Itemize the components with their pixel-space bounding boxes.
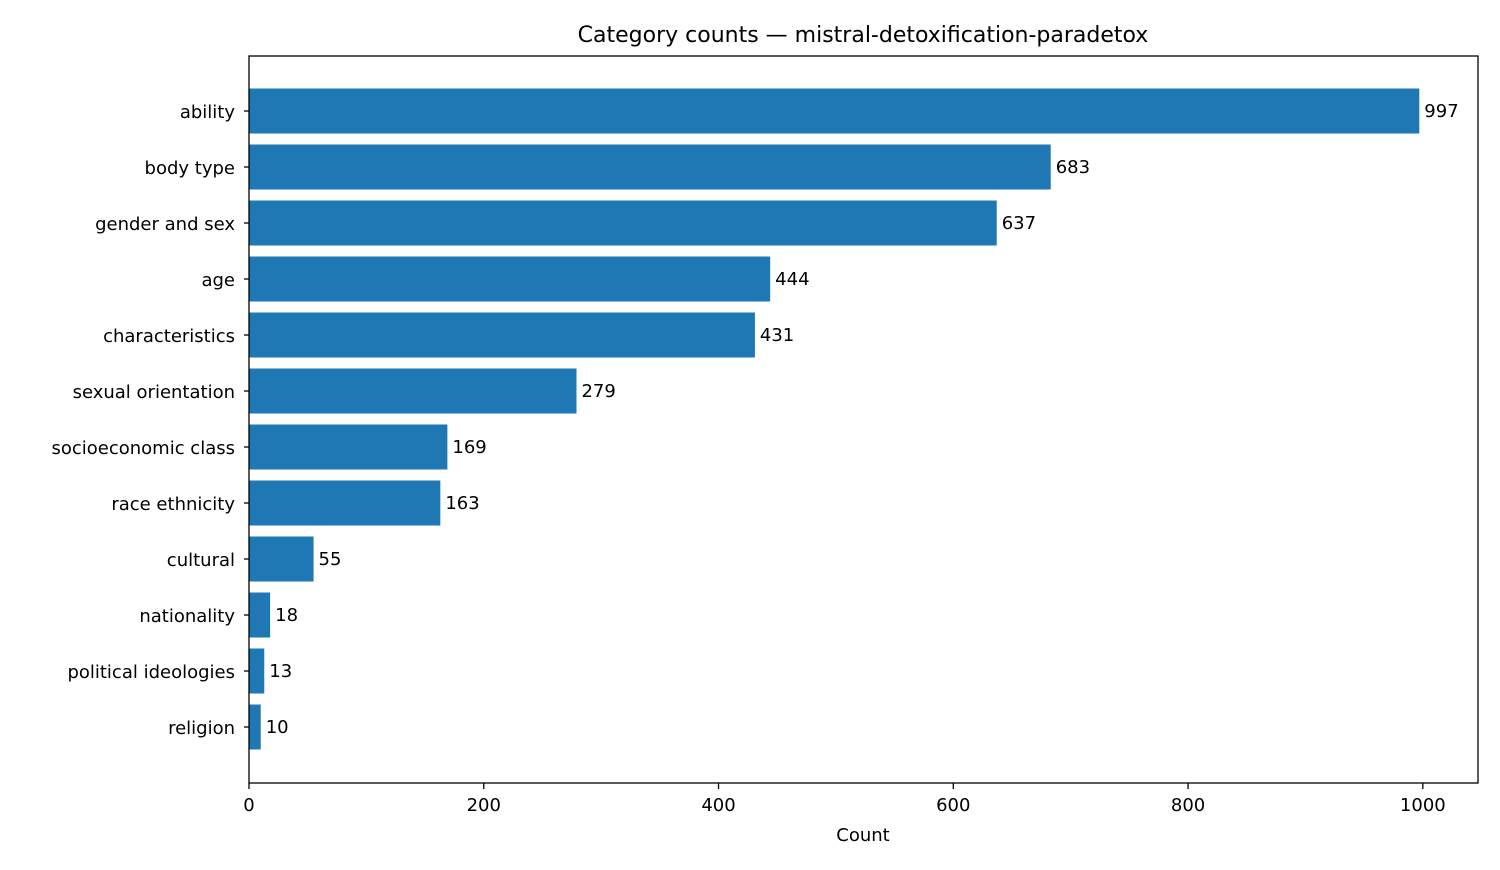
data-label: 683 xyxy=(1056,157,1090,178)
chart-title: Category counts — mistral-detoxification… xyxy=(578,23,1149,48)
bar xyxy=(249,312,755,358)
y-tick-label: characteristics xyxy=(103,326,235,347)
x-tick-label: 200 xyxy=(467,795,501,816)
data-label: 637 xyxy=(1002,213,1036,234)
y-tick-labels: ability body type gender and sex age charact… xyxy=(51,102,249,739)
x-tick-label: 800 xyxy=(1171,795,1205,816)
bars-layer xyxy=(249,88,1420,750)
data-label: 431 xyxy=(760,325,794,346)
bar xyxy=(249,144,1051,190)
data-label: 444 xyxy=(775,269,809,290)
bar xyxy=(249,200,997,246)
y-tick-label: race ethnicity xyxy=(111,494,235,515)
bar xyxy=(249,536,314,582)
y-tick-label: nationality xyxy=(139,606,235,627)
x-tick-label: 400 xyxy=(701,795,735,816)
bar xyxy=(249,368,577,414)
data-label: 18 xyxy=(275,605,298,626)
y-tick-label: body type xyxy=(145,158,235,179)
data-label: 169 xyxy=(452,437,486,458)
data-label: 13 xyxy=(269,661,292,682)
y-tick-label: gender and sex xyxy=(95,214,235,235)
bar xyxy=(249,480,441,526)
data-label: 997 xyxy=(1424,101,1458,122)
data-label: 10 xyxy=(266,717,289,738)
y-tick-label: sexual orientation xyxy=(73,382,235,403)
data-label: 163 xyxy=(445,493,479,514)
y-tick-label: political ideologies xyxy=(67,662,235,683)
x-ticks: 0 200 400 600 800 1000 xyxy=(243,783,1446,816)
data-label: 55 xyxy=(319,549,342,570)
y-tick-label: socioeconomic class xyxy=(51,438,235,459)
x-tick-label: 600 xyxy=(936,795,970,816)
data-label: 279 xyxy=(581,381,615,402)
bar xyxy=(249,424,448,470)
bar xyxy=(249,592,271,638)
bar xyxy=(249,256,771,302)
data-labels: 997 683 637 444 431 279 169 163 55 18 13 10 xyxy=(266,101,1459,738)
bar xyxy=(249,704,261,750)
x-axis-label: Count xyxy=(836,825,889,846)
y-tick-label: religion xyxy=(168,718,235,739)
y-tick-label: cultural xyxy=(167,550,235,571)
bar xyxy=(249,88,1420,134)
bar xyxy=(249,648,265,694)
x-tick-label: 1000 xyxy=(1400,795,1446,816)
plot-area-frame xyxy=(248,55,1479,784)
x-tick-label: 0 xyxy=(243,795,254,816)
y-tick-label: age xyxy=(201,270,235,291)
y-tick-label: ability xyxy=(180,102,236,123)
